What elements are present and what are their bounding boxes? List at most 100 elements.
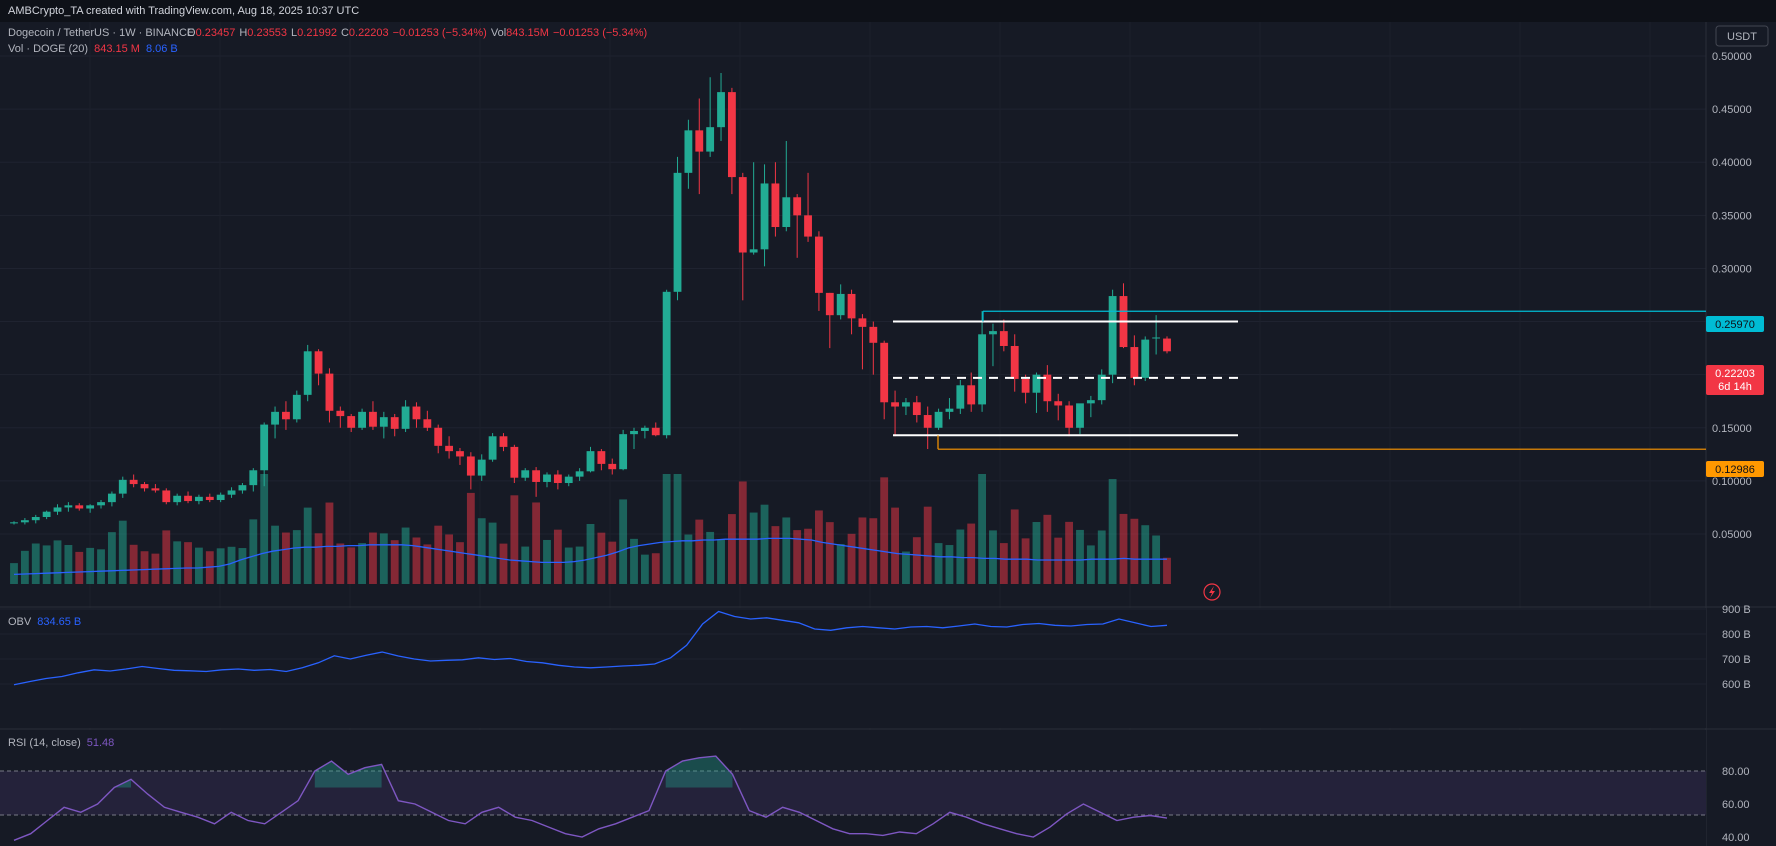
volume-bar — [107, 532, 116, 584]
obv-legend[interactable]: OBV 834.65 B — [8, 616, 81, 628]
candle-body — [532, 470, 541, 482]
candle-body — [129, 479, 138, 485]
price-axis-background — [1706, 22, 1776, 846]
price-tick-label: 0.05000 — [1712, 529, 1752, 541]
volume-bar — [771, 526, 780, 584]
candle-body — [989, 331, 997, 335]
volume-bar — [249, 519, 258, 584]
volume-bar — [662, 474, 671, 584]
candle-body — [553, 474, 562, 484]
volume-bar — [630, 538, 638, 584]
ohlc-h-label: H — [239, 27, 247, 39]
volume-bar — [488, 522, 497, 584]
candle-body — [749, 249, 758, 253]
ohlc-o: 0.23457 — [196, 27, 236, 39]
volume-bar — [314, 533, 323, 584]
volume-legend-value: 843.15 M — [94, 43, 140, 55]
volume-bar — [194, 547, 203, 584]
candle-body — [401, 406, 410, 429]
price-tick-label: 0.15000 — [1712, 423, 1752, 435]
candle-body — [86, 505, 95, 509]
volume-bar — [75, 551, 84, 584]
candle-body — [847, 293, 856, 319]
candle-body — [804, 215, 812, 237]
candle-body — [640, 427, 649, 431]
candle-body — [412, 406, 421, 420]
candle-body — [118, 479, 127, 494]
volume-legend[interactable]: Vol · DOGE (20) 843.15 M 8.06 B — [8, 43, 178, 55]
candle-body — [695, 130, 704, 152]
candle-body — [586, 451, 595, 472]
candle-body — [358, 411, 366, 428]
candle-body — [782, 197, 791, 228]
volume-bar — [10, 563, 18, 584]
candle-body — [1152, 337, 1161, 339]
candle-body — [945, 408, 954, 412]
price-chart[interactable]: Dogecoin / TetherUS · 1W · BINANCE O0.23… — [0, 22, 1776, 846]
candle-body — [858, 318, 867, 327]
obv-legend-label: OBV — [8, 616, 32, 628]
candle-body — [10, 522, 18, 524]
rsi-legend[interactable]: RSI (14, close) 51.48 — [8, 737, 114, 749]
candle-body — [107, 493, 116, 503]
candle-body — [20, 520, 29, 523]
candle-body — [1076, 403, 1084, 428]
volume-bar — [532, 502, 541, 584]
candle-body — [1097, 374, 1106, 401]
volume-bar — [575, 546, 584, 584]
candle-body — [238, 485, 247, 491]
candle-body — [1010, 345, 1019, 379]
volume-bar — [684, 534, 693, 584]
volume-bar — [815, 510, 823, 584]
candle-body — [999, 331, 1008, 346]
volume-bar — [847, 533, 856, 584]
price-tick-label: 0.35000 — [1712, 210, 1752, 222]
symbol-title[interactable]: Dogecoin / TetherUS · 1W · BINANCE — [8, 27, 194, 39]
lightning-icon-bolt — [1209, 586, 1215, 598]
volume-bar — [967, 523, 976, 584]
volume-bar — [238, 548, 247, 584]
lightning-icon-ring — [1203, 583, 1221, 601]
obv-axis-ticks[interactable]: 900 B 800 B 700 B 600 B — [1722, 604, 1751, 691]
volume-bar — [184, 542, 192, 584]
candle-body — [173, 495, 182, 503]
candle-body — [227, 490, 236, 495]
candle-body — [717, 92, 725, 128]
volume-bar — [1032, 522, 1041, 584]
volume-bar — [303, 507, 312, 584]
candle-body — [205, 496, 214, 501]
candle-body — [260, 424, 269, 471]
candle-body — [597, 451, 606, 464]
volume-bar — [86, 547, 95, 584]
volume-bar — [140, 551, 149, 584]
ohlc-h: 0.23553 — [247, 27, 287, 39]
volume-bar — [836, 544, 845, 584]
candle-body — [42, 511, 51, 518]
volume-bar — [1010, 509, 1019, 584]
candle-body — [184, 495, 192, 502]
volume-bar — [129, 544, 138, 584]
volume-bar — [97, 549, 105, 584]
candle-body — [1086, 400, 1095, 404]
candle-body — [1032, 374, 1041, 393]
candle-body — [662, 291, 671, 436]
volume-bar — [477, 518, 486, 584]
volume-bar — [31, 543, 40, 584]
volume-bar — [20, 550, 29, 584]
volume-bar — [880, 477, 889, 584]
currency-button[interactable] — [1715, 25, 1769, 47]
volume-bar — [804, 528, 812, 584]
candle-body — [869, 326, 878, 343]
candle-body — [194, 496, 203, 502]
candle-body — [836, 293, 845, 316]
candle-body — [978, 334, 987, 405]
ohlc-change: −0.01253 (−5.34%) — [393, 27, 487, 39]
last-price-tag-text: 0.22203 — [1715, 368, 1755, 380]
lightning-icon[interactable] — [1203, 583, 1221, 601]
volume-bar — [1043, 514, 1052, 584]
drawn-levels[interactable] — [893, 310, 1706, 450]
candle-body — [390, 417, 399, 429]
volume-bar — [1054, 537, 1063, 584]
rsi-axis-ticks[interactable]: 80.00 60.00 40.00 — [1722, 766, 1750, 844]
candle-body — [445, 445, 454, 452]
